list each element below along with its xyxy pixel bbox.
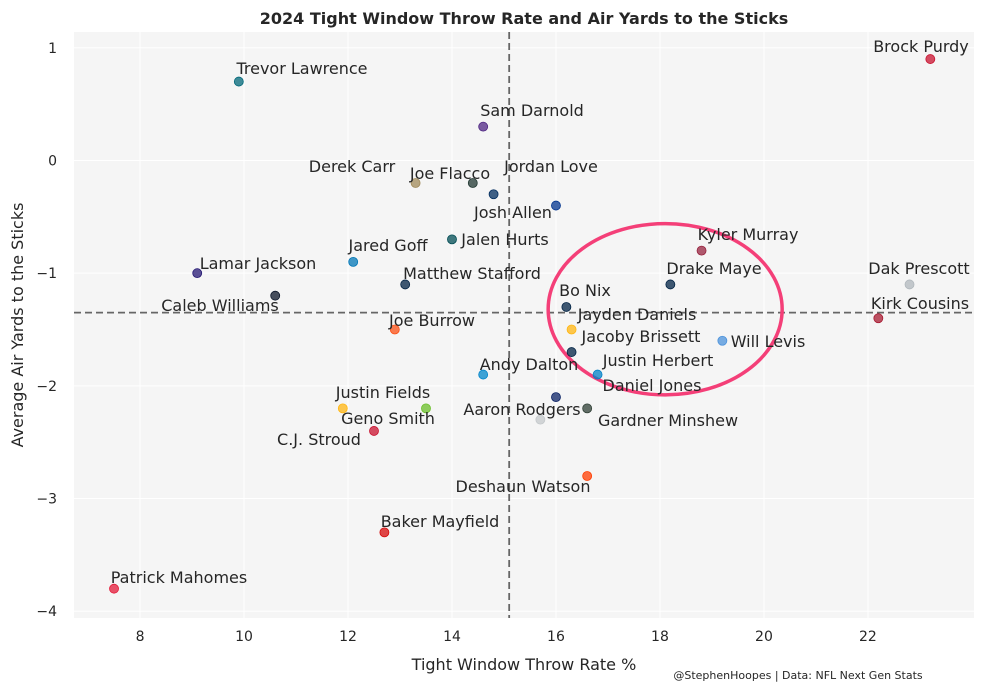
x-tick-label: 22 <box>859 629 877 645</box>
data-point <box>582 403 593 414</box>
data-point <box>566 347 577 357</box>
y-tick-label: −3 <box>36 492 57 508</box>
point-label: Daniel Jones <box>603 376 702 395</box>
point-label: Trevor Lawrence <box>235 59 367 78</box>
point-label: Gardner Minshew <box>598 411 738 430</box>
data-point <box>873 313 884 324</box>
point-label: Deshaun Watson <box>456 477 591 496</box>
grid <box>74 32 974 618</box>
y-tick-label: −2 <box>36 379 57 395</box>
data-point <box>925 54 936 64</box>
point-label: Sam Darnold <box>480 101 584 120</box>
point-label: Matthew Stafford <box>403 264 541 283</box>
x-tick-label: 12 <box>339 629 357 645</box>
data-point <box>488 189 499 200</box>
point-label: Joe Burrow <box>388 311 475 330</box>
data-point <box>109 583 119 594</box>
x-tick-label: 18 <box>651 629 669 645</box>
chart-title: 2024 Tight Window Throw Rate and Air Yar… <box>260 9 788 28</box>
data-point <box>421 403 431 414</box>
x-tick-label: 20 <box>755 629 773 645</box>
point-label: Caleb Williams <box>161 296 278 315</box>
data-point <box>369 426 379 436</box>
point-label: Josh Allen <box>473 203 552 222</box>
point-label: Dak Prescott <box>868 259 969 278</box>
data-point <box>270 290 281 301</box>
reference-lines <box>74 32 974 618</box>
point-label: Aaron Rodgers <box>463 400 580 419</box>
x-tick-label: 16 <box>547 629 565 645</box>
data-point <box>192 268 203 279</box>
y-tick-label: 1 <box>48 41 57 57</box>
data-point <box>551 200 561 211</box>
point-label: Jared Goff <box>347 236 428 255</box>
plot-background <box>74 32 974 618</box>
point-label: Geno Smith <box>341 409 435 428</box>
data-point <box>389 324 400 335</box>
x-tick-label: 8 <box>136 629 145 645</box>
point-label: C.J. Stroud <box>277 430 361 449</box>
y-tick-label: 0 <box>48 153 57 169</box>
data-point <box>561 302 572 312</box>
point-label: Joe Flacco <box>409 164 490 183</box>
point-label: Jalen Hurts <box>460 230 548 249</box>
point-label: Bo Nix <box>559 281 611 300</box>
y-axis-label: Average Air Yards to the Sticks <box>8 203 27 448</box>
y-tick-label: −1 <box>36 266 57 282</box>
x-tick-label: 14 <box>443 629 461 645</box>
point-label: Justin Herbert <box>602 351 713 370</box>
point-label: Drake Maye <box>666 259 761 278</box>
data-point <box>717 335 728 346</box>
point-label: Baker Mayfield <box>381 512 500 531</box>
point-label: Will Levis <box>731 332 806 351</box>
data-point <box>582 471 593 481</box>
point-label: Lamar Jackson <box>200 254 317 273</box>
data-point <box>337 403 348 414</box>
data-point <box>410 178 421 188</box>
y-tick-label: −4 <box>36 604 57 620</box>
point-label: Brock Purdy <box>873 37 969 56</box>
point-label: Patrick Mahomes <box>111 568 247 587</box>
point-labels: Trevor Lawrence Sam Darnold Brock Purdy Der… <box>111 37 970 587</box>
point-label: Jacoby Brissett <box>581 327 701 346</box>
point-label: Justin Fields <box>335 383 430 402</box>
x-tick-label: 10 <box>235 629 253 645</box>
data-point <box>348 256 359 267</box>
point-label: Jordan Love <box>503 157 598 176</box>
data-point <box>447 234 457 245</box>
data-point <box>696 245 707 256</box>
data-point <box>551 392 561 403</box>
data-point <box>592 369 603 380</box>
points <box>109 54 936 594</box>
data-point <box>478 121 489 132</box>
data-point <box>566 324 577 335</box>
x-axis-label: Tight Window Throw Rate % <box>411 655 637 674</box>
point-label: Jayden Daniels <box>577 305 697 324</box>
data-point <box>478 369 489 380</box>
point-label: Kyler Murray <box>698 225 799 244</box>
data-point <box>665 279 676 290</box>
data-point <box>233 76 244 87</box>
highlight-ellipse <box>546 221 784 397</box>
point-label: Derek Carr <box>309 157 396 176</box>
data-point <box>400 279 411 290</box>
point-label: Andy Dalton <box>480 355 579 374</box>
credit-text: @StephenHoopes | Data: NFL Next Gen Stat… <box>673 669 923 682</box>
data-point <box>467 178 478 188</box>
data-point <box>535 414 546 425</box>
point-label: Kirk Cousins <box>871 294 969 313</box>
data-point <box>379 527 390 538</box>
data-point <box>904 279 915 290</box>
